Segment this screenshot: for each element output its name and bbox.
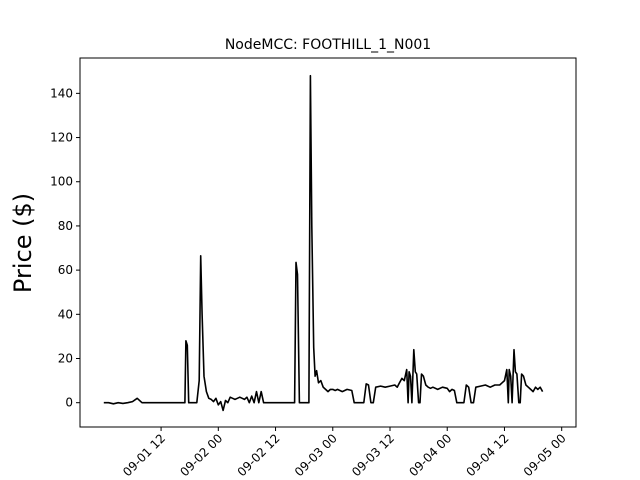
y-tick-label: 140	[50, 86, 73, 100]
y-tick-label: 60	[58, 263, 73, 277]
plot-frame	[79, 57, 577, 428]
price-series-line	[103, 74, 544, 412]
y-tick-label: 120	[50, 131, 73, 145]
chart-title: NodeMCC: FOOTHILL_1_N001	[225, 37, 431, 53]
y-axis-label: Price ($)	[9, 193, 37, 293]
y-tick-label: 20	[58, 352, 73, 366]
y-tick-label: 40	[58, 307, 73, 321]
y-tick-label: 0	[65, 396, 73, 410]
y-tick-label: 80	[58, 219, 73, 233]
y-axis: 0 20 40 60 80 100 120 140	[50, 86, 80, 410]
y-tick-label: 100	[50, 175, 73, 189]
